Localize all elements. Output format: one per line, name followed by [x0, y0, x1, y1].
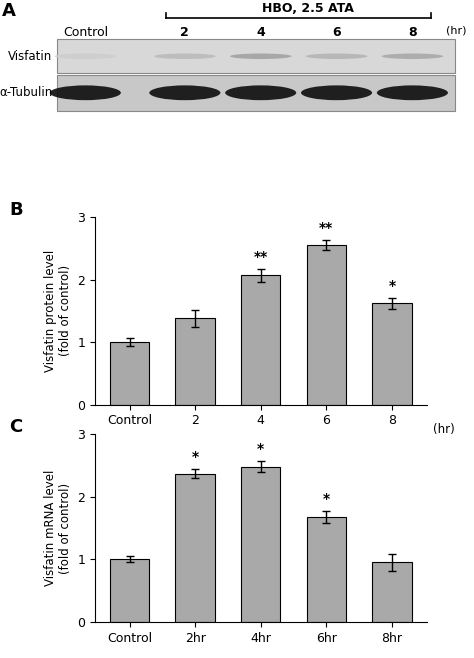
- Y-axis label: Visfatin mRNA level
(fold of control): Visfatin mRNA level (fold of control): [44, 470, 72, 586]
- Bar: [372, 303, 411, 405]
- Ellipse shape: [377, 86, 448, 100]
- Bar: [241, 275, 281, 405]
- Text: C: C: [9, 418, 23, 436]
- Ellipse shape: [50, 86, 121, 100]
- Ellipse shape: [301, 86, 372, 100]
- Text: *: *: [191, 450, 199, 465]
- Bar: [241, 467, 281, 622]
- Text: α-Tubulin: α-Tubulin: [0, 86, 52, 99]
- Text: *: *: [388, 279, 395, 293]
- Bar: [307, 245, 346, 405]
- Ellipse shape: [225, 86, 296, 100]
- Ellipse shape: [149, 86, 220, 100]
- Text: *: *: [323, 492, 330, 505]
- Bar: [110, 559, 149, 622]
- Bar: [175, 318, 215, 405]
- Text: **: **: [254, 250, 268, 264]
- Ellipse shape: [230, 53, 292, 59]
- FancyBboxPatch shape: [57, 75, 455, 111]
- Text: 2: 2: [181, 26, 189, 39]
- Bar: [372, 563, 411, 622]
- Text: Visfatin: Visfatin: [8, 50, 52, 63]
- Text: HBO, 2.5 ATA: HBO, 2.5 ATA: [262, 2, 354, 15]
- Ellipse shape: [382, 53, 443, 59]
- Text: *: *: [257, 442, 264, 456]
- Bar: [307, 517, 346, 622]
- Text: 6: 6: [332, 26, 341, 39]
- Text: (hr): (hr): [433, 424, 455, 436]
- Bar: [175, 474, 215, 622]
- Text: A: A: [2, 2, 16, 20]
- Ellipse shape: [55, 53, 116, 59]
- Ellipse shape: [306, 53, 367, 59]
- FancyBboxPatch shape: [57, 39, 455, 73]
- Ellipse shape: [154, 53, 216, 59]
- Text: 8: 8: [408, 26, 417, 39]
- Text: HBO,2.5 ATA: HBO,2.5 ATA: [250, 484, 337, 496]
- Bar: [110, 342, 149, 405]
- Text: B: B: [9, 201, 23, 218]
- Text: (hr): (hr): [447, 26, 467, 36]
- Y-axis label: Visfatin protein level
(fold of control): Visfatin protein level (fold of control): [44, 250, 72, 372]
- Text: Control: Control: [63, 26, 108, 39]
- Text: **: **: [319, 221, 333, 236]
- Text: 4: 4: [256, 26, 265, 39]
